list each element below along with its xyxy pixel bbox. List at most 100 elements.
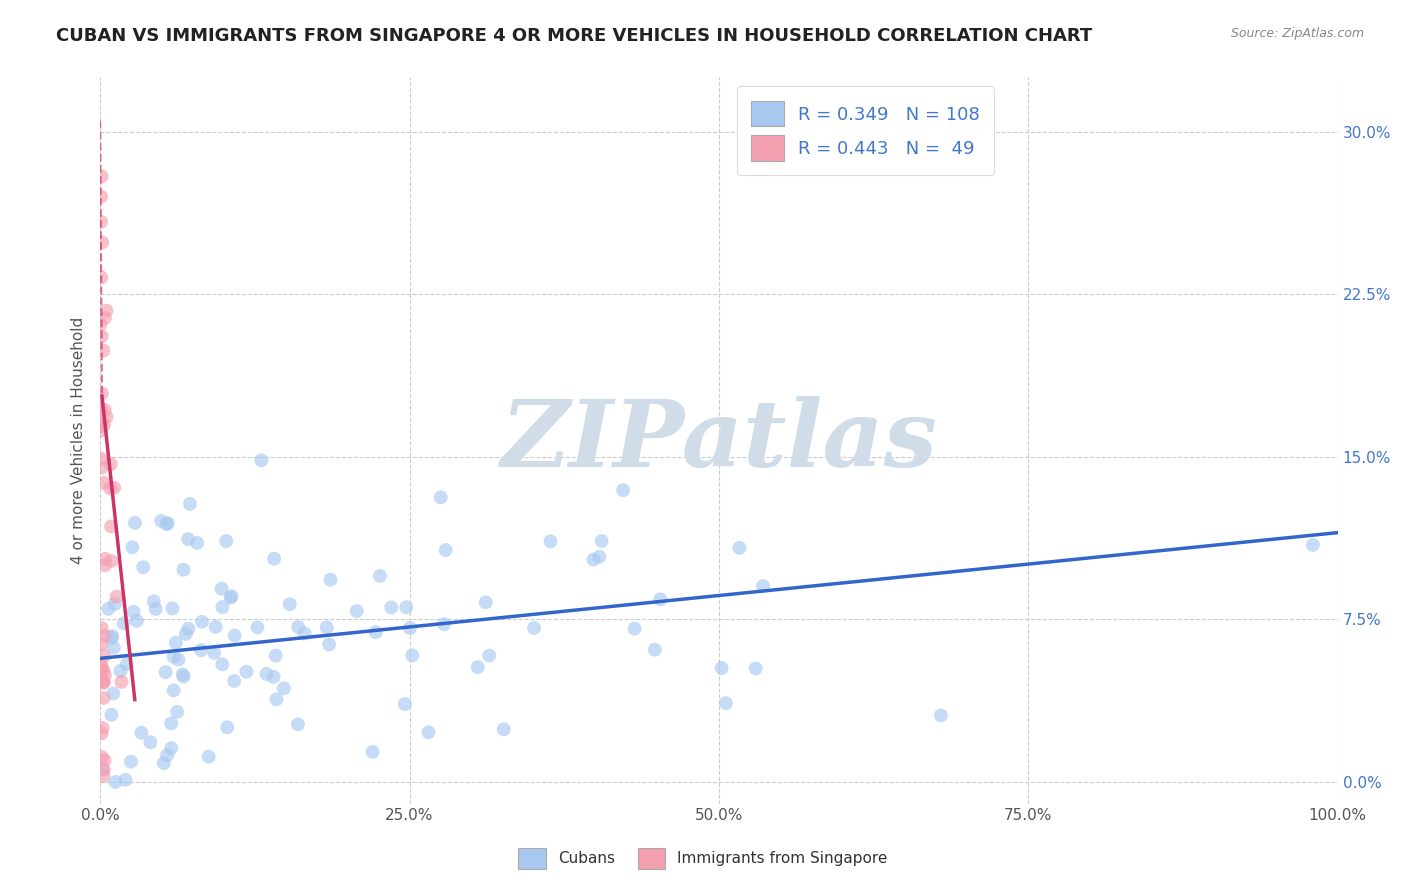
Point xyxy=(104,597,127,611)
Point xyxy=(124,516,146,530)
Point xyxy=(91,235,114,250)
Point xyxy=(315,620,337,634)
Point xyxy=(90,660,112,674)
Text: ZIPatlas: ZIPatlas xyxy=(501,395,938,485)
Point xyxy=(93,690,115,705)
Point xyxy=(273,681,295,696)
Point xyxy=(474,595,496,609)
Point xyxy=(94,558,117,573)
Point xyxy=(103,481,125,495)
Point xyxy=(224,628,246,642)
Point xyxy=(395,600,418,615)
Point xyxy=(929,708,952,723)
Point xyxy=(177,622,200,636)
Point xyxy=(1302,538,1324,552)
Point xyxy=(167,652,190,666)
Point xyxy=(156,748,179,763)
Point xyxy=(190,643,212,657)
Point xyxy=(125,614,148,628)
Point xyxy=(90,189,112,203)
Point xyxy=(278,597,301,611)
Point xyxy=(211,582,233,596)
Point xyxy=(90,386,112,401)
Point xyxy=(364,625,387,640)
Legend: Cubans, Immigrants from Singapore: Cubans, Immigrants from Singapore xyxy=(512,841,894,875)
Point xyxy=(582,552,605,566)
Legend: R = 0.349   N = 108, R = 0.443   N =  49: R = 0.349 N = 108, R = 0.443 N = 49 xyxy=(737,87,994,176)
Point xyxy=(173,563,195,577)
Point xyxy=(122,605,145,619)
Point xyxy=(112,616,135,631)
Point xyxy=(93,753,115,767)
Point xyxy=(173,670,195,684)
Point xyxy=(728,541,751,555)
Point xyxy=(172,667,194,681)
Point xyxy=(90,424,112,438)
Point xyxy=(215,534,238,549)
Point xyxy=(434,543,457,558)
Point xyxy=(266,692,288,706)
Point xyxy=(163,683,186,698)
Point xyxy=(120,755,142,769)
Point xyxy=(91,721,114,735)
Point xyxy=(612,483,634,498)
Point xyxy=(90,657,112,672)
Point xyxy=(235,665,257,679)
Point xyxy=(256,667,278,681)
Point xyxy=(264,648,287,663)
Point xyxy=(90,401,112,415)
Point xyxy=(90,270,112,285)
Point xyxy=(433,617,456,632)
Point xyxy=(89,419,111,434)
Point xyxy=(540,534,562,549)
Point xyxy=(263,551,285,566)
Point xyxy=(318,637,340,651)
Point xyxy=(93,769,115,783)
Point xyxy=(250,453,273,467)
Point xyxy=(93,648,115,663)
Point xyxy=(368,569,391,583)
Point xyxy=(90,215,112,229)
Point xyxy=(523,621,546,635)
Point xyxy=(588,549,610,564)
Point xyxy=(160,716,183,731)
Point xyxy=(90,750,112,764)
Point xyxy=(714,696,737,710)
Point xyxy=(623,622,645,636)
Point xyxy=(591,533,613,548)
Point xyxy=(91,762,114,776)
Point xyxy=(142,594,165,608)
Point xyxy=(150,514,173,528)
Point xyxy=(100,631,122,645)
Point xyxy=(103,686,125,700)
Point xyxy=(224,673,246,688)
Point xyxy=(94,552,117,566)
Point xyxy=(93,675,115,690)
Point xyxy=(263,670,285,684)
Point xyxy=(217,720,239,734)
Point xyxy=(91,663,114,677)
Point xyxy=(90,460,112,475)
Point xyxy=(162,601,184,615)
Point xyxy=(644,642,666,657)
Point xyxy=(90,621,112,635)
Point xyxy=(246,620,269,634)
Point xyxy=(93,763,115,777)
Point xyxy=(93,417,115,432)
Point xyxy=(467,660,489,674)
Point xyxy=(121,540,143,554)
Point xyxy=(101,629,124,643)
Point xyxy=(114,772,136,787)
Point xyxy=(110,674,132,689)
Point xyxy=(287,620,309,634)
Point xyxy=(399,621,422,635)
Point xyxy=(98,481,121,495)
Point xyxy=(90,637,112,651)
Point xyxy=(166,705,188,719)
Point xyxy=(90,329,112,343)
Point xyxy=(202,646,225,660)
Point xyxy=(97,602,120,616)
Point xyxy=(221,589,243,603)
Point xyxy=(710,661,733,675)
Point xyxy=(650,592,672,607)
